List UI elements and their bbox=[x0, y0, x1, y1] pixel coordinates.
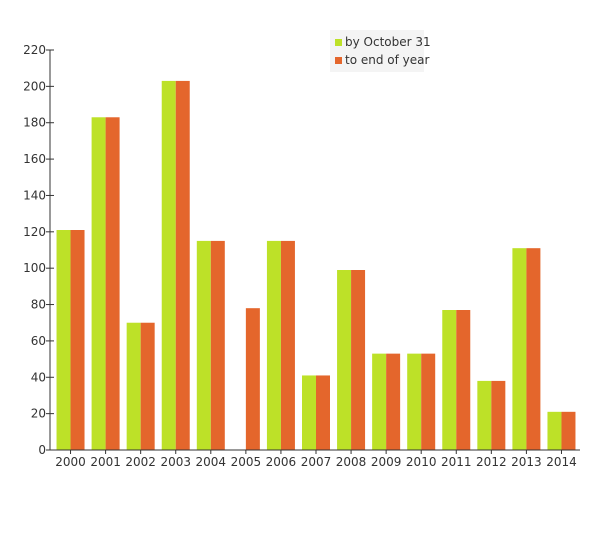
bar-2001-series-1 bbox=[105, 117, 120, 450]
bar-2010-series-0 bbox=[407, 353, 422, 450]
legend-background bbox=[330, 30, 424, 72]
bar-2006-series-0 bbox=[266, 240, 281, 450]
y-tick-label: 120 bbox=[23, 225, 46, 239]
bar-2014-series-0 bbox=[547, 411, 562, 450]
y-tick-label: 100 bbox=[23, 261, 46, 275]
x-tick-label: 2000 bbox=[55, 455, 86, 469]
bar-2010-series-1 bbox=[421, 353, 436, 450]
bar-2002-series-1 bbox=[140, 322, 155, 450]
bar-2000-series-0 bbox=[56, 230, 71, 450]
x-tick-label: 2013 bbox=[511, 455, 542, 469]
legend: by October 31 to end of year bbox=[330, 30, 431, 72]
y-axis-ticks: 0 20 40 60 80 100 120 140 160 180 200 220 bbox=[23, 43, 54, 457]
y-tick-label: 140 bbox=[23, 188, 46, 202]
bar-2011-series-1 bbox=[456, 310, 471, 450]
x-tick-label: 2010 bbox=[406, 455, 437, 469]
x-tick-label: 2002 bbox=[125, 455, 156, 469]
bar-2005-series-1 bbox=[245, 308, 260, 450]
bar-2013-series-0 bbox=[512, 248, 527, 450]
bar-2007-series-0 bbox=[302, 375, 316, 450]
x-tick-label: 2005 bbox=[231, 455, 262, 469]
x-tick-label: 2004 bbox=[196, 455, 227, 469]
bar-2008-series-1 bbox=[351, 270, 366, 450]
x-tick-label: 2007 bbox=[301, 455, 332, 469]
legend-swatch-to-end-of-year bbox=[335, 57, 342, 64]
y-tick-label: 200 bbox=[23, 79, 46, 93]
x-tick-label: 2003 bbox=[160, 455, 191, 469]
x-tick-label: 2008 bbox=[336, 455, 367, 469]
y-tick-label: 20 bbox=[31, 407, 46, 421]
bars-layer bbox=[56, 80, 576, 450]
bar-2012-series-0 bbox=[477, 380, 492, 450]
legend-swatch-by-october-31 bbox=[335, 39, 342, 46]
y-tick-label: 80 bbox=[31, 298, 46, 312]
bar-2013-series-1 bbox=[526, 248, 541, 450]
x-tick-label: 2014 bbox=[546, 455, 577, 469]
y-tick-label: 160 bbox=[23, 152, 46, 166]
bar-2004-series-0 bbox=[196, 240, 211, 450]
y-tick-label: 180 bbox=[23, 116, 46, 130]
x-tick-label: 2012 bbox=[476, 455, 507, 469]
bar-2009-series-1 bbox=[386, 353, 401, 450]
x-tick-label: 2006 bbox=[266, 455, 297, 469]
y-tick-label: 220 bbox=[23, 43, 46, 57]
bar-2000-series-1 bbox=[70, 230, 85, 450]
bar-2003-series-0 bbox=[161, 80, 176, 450]
bar-2003-series-1 bbox=[175, 80, 190, 450]
legend-label-to-end-of-year: to end of year bbox=[345, 53, 430, 67]
y-tick-label: 40 bbox=[31, 370, 46, 384]
bar-2011-series-0 bbox=[442, 310, 457, 450]
bar-2008-series-0 bbox=[337, 270, 352, 450]
x-tick-label: 2011 bbox=[441, 455, 472, 469]
x-tick-label: 2001 bbox=[90, 455, 121, 469]
bar-2012-series-1 bbox=[491, 380, 506, 450]
bar-2014-series-1 bbox=[561, 411, 576, 450]
bar-2004-series-1 bbox=[210, 240, 225, 450]
x-axis-ticks: 2000 2001 2002 2003 2004 2005 2006 2007 2008 2009… bbox=[55, 450, 577, 469]
bar-2002-series-0 bbox=[126, 322, 141, 450]
bar-2001-series-0 bbox=[91, 117, 106, 450]
bar-2006-series-1 bbox=[280, 240, 295, 450]
y-tick-label: 60 bbox=[31, 334, 46, 348]
bar-2007-series-1 bbox=[316, 375, 330, 450]
bar-2009-series-0 bbox=[372, 353, 387, 450]
y-tick-label: 0 bbox=[38, 443, 46, 457]
x-tick-label: 2009 bbox=[371, 455, 402, 469]
legend-label-by-october-31: by October 31 bbox=[345, 35, 431, 49]
